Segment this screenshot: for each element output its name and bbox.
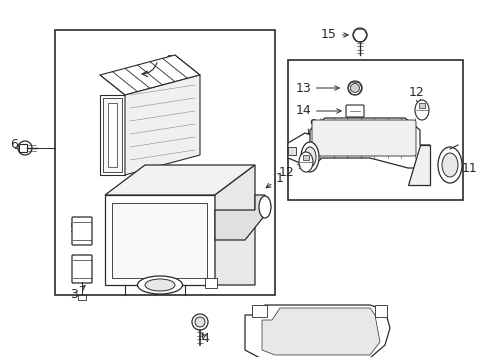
Bar bbox=[287, 60, 462, 200]
Text: 5: 5 bbox=[70, 221, 86, 235]
Bar bbox=[287, 147, 295, 155]
Bar bbox=[374, 305, 386, 317]
Ellipse shape bbox=[301, 142, 318, 172]
Ellipse shape bbox=[352, 28, 366, 42]
Polygon shape bbox=[307, 118, 429, 170]
Ellipse shape bbox=[192, 314, 208, 330]
Text: 4: 4 bbox=[201, 332, 209, 345]
Bar bbox=[302, 155, 308, 160]
Text: 1: 1 bbox=[266, 171, 283, 188]
Polygon shape bbox=[214, 195, 264, 240]
Text: 6: 6 bbox=[10, 139, 24, 151]
Bar bbox=[252, 305, 267, 317]
Bar bbox=[108, 103, 117, 167]
Ellipse shape bbox=[414, 100, 428, 120]
Text: 13: 13 bbox=[295, 81, 338, 95]
Polygon shape bbox=[244, 305, 389, 357]
Ellipse shape bbox=[258, 196, 271, 218]
Text: 7: 7 bbox=[198, 181, 214, 193]
Ellipse shape bbox=[195, 317, 205, 327]
Ellipse shape bbox=[437, 147, 461, 183]
Polygon shape bbox=[125, 75, 199, 175]
Bar bbox=[418, 103, 424, 108]
Polygon shape bbox=[105, 165, 255, 195]
Bar bbox=[112, 203, 207, 278]
Text: 15: 15 bbox=[320, 29, 348, 41]
Text: 11: 11 bbox=[453, 161, 477, 175]
FancyBboxPatch shape bbox=[311, 120, 415, 156]
Ellipse shape bbox=[350, 84, 359, 92]
Polygon shape bbox=[287, 133, 319, 165]
Ellipse shape bbox=[441, 153, 457, 177]
Text: 12: 12 bbox=[408, 85, 424, 104]
Text: 8: 8 bbox=[155, 54, 173, 70]
Ellipse shape bbox=[348, 81, 361, 95]
FancyBboxPatch shape bbox=[72, 255, 92, 283]
Text: 9: 9 bbox=[308, 117, 316, 134]
FancyBboxPatch shape bbox=[72, 217, 92, 245]
Polygon shape bbox=[261, 308, 379, 355]
Polygon shape bbox=[214, 165, 255, 285]
Polygon shape bbox=[407, 145, 429, 185]
Bar bbox=[19, 144, 27, 152]
Polygon shape bbox=[100, 95, 125, 175]
Bar bbox=[55, 30, 274, 295]
FancyBboxPatch shape bbox=[345, 105, 363, 117]
Text: 14: 14 bbox=[295, 105, 340, 117]
Polygon shape bbox=[100, 55, 199, 95]
Text: 12: 12 bbox=[278, 165, 302, 180]
Ellipse shape bbox=[145, 279, 175, 291]
Ellipse shape bbox=[303, 147, 316, 167]
Text: 10: 10 bbox=[351, 317, 377, 330]
Ellipse shape bbox=[137, 276, 182, 294]
Ellipse shape bbox=[18, 141, 32, 155]
Bar bbox=[103, 98, 122, 172]
Text: 3: 3 bbox=[70, 286, 85, 302]
Bar bbox=[78, 295, 86, 300]
Polygon shape bbox=[105, 195, 214, 285]
Text: 2: 2 bbox=[212, 241, 229, 255]
Ellipse shape bbox=[298, 152, 312, 172]
Bar bbox=[205, 278, 216, 288]
